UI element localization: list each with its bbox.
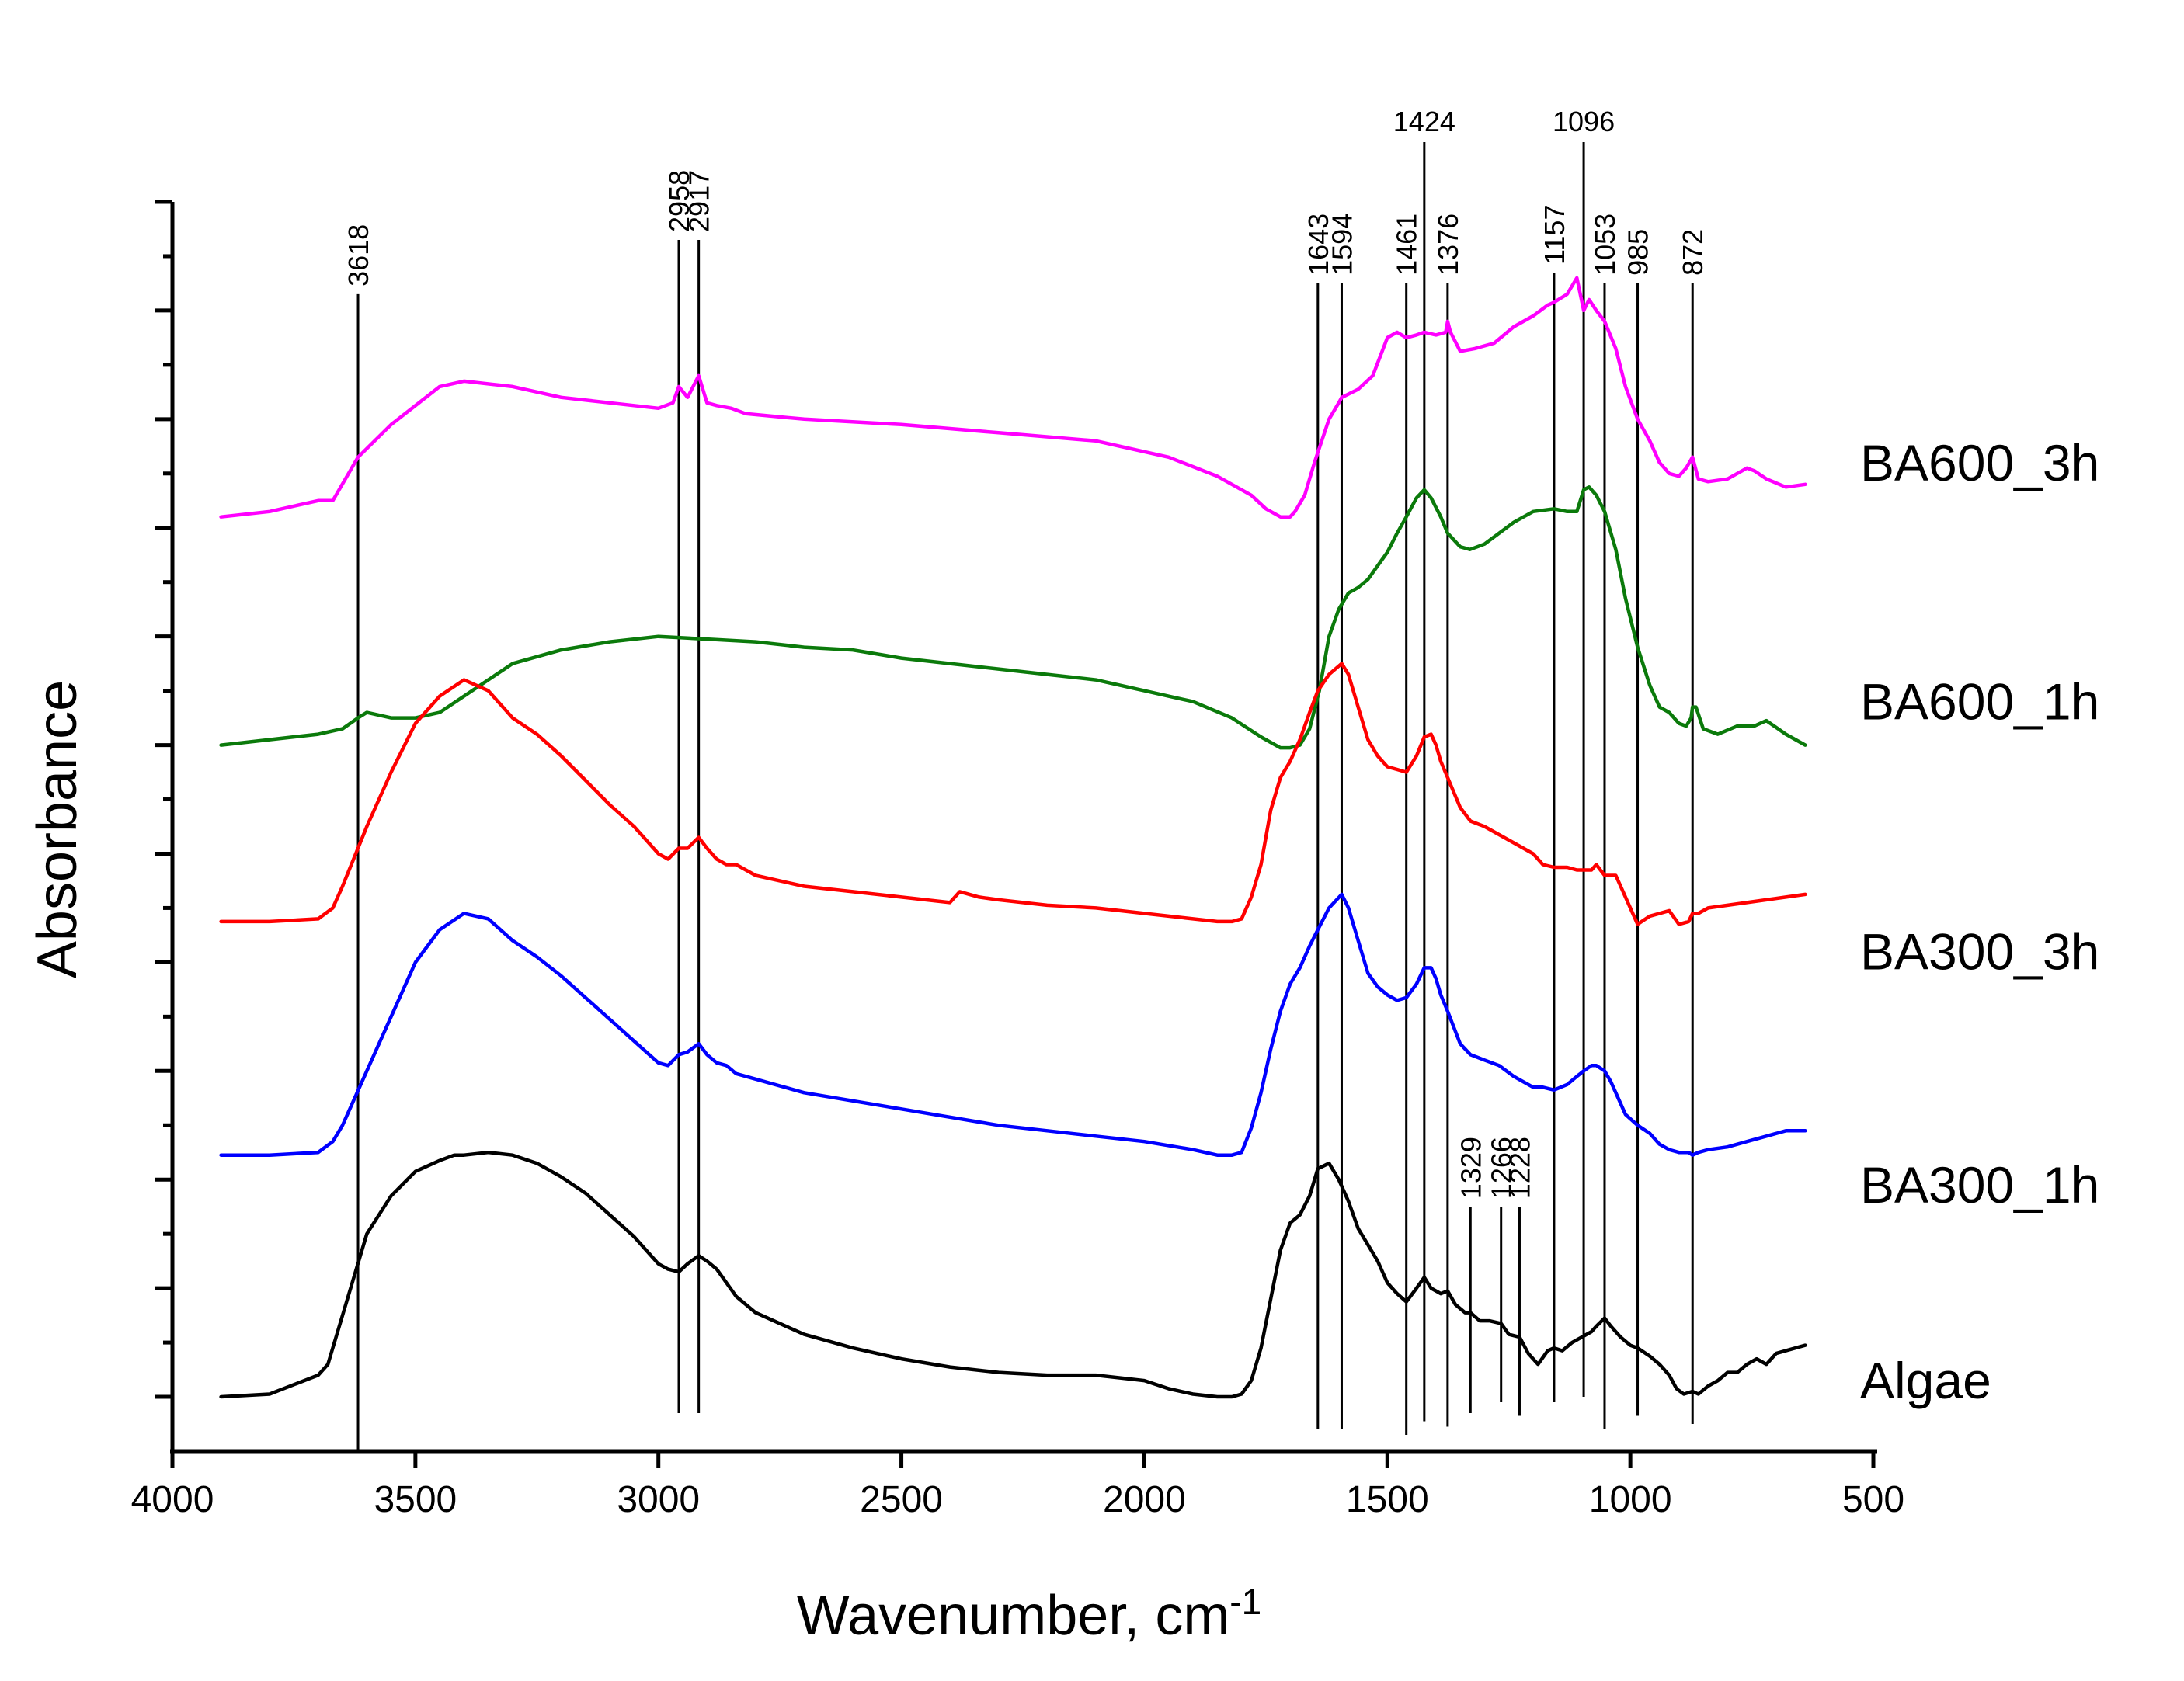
peak-label-3618: 3618: [343, 224, 374, 287]
peak-label-1424: 1424: [1393, 106, 1455, 137]
axes: [170, 202, 1877, 1454]
x-tick-label: 2000: [1103, 1479, 1186, 1520]
peak-label-1157: 1157: [1539, 205, 1570, 265]
y-axis-title: Absorbance: [26, 680, 89, 978]
x-tick-label: 4000: [131, 1479, 214, 1520]
series-label-BA600_3h: BA600_3h: [1860, 434, 2099, 491]
x-axis-title-superscript: -1: [1229, 1582, 1261, 1622]
peak-label-1461: 1461: [1391, 214, 1423, 276]
series-lines: [219, 276, 1807, 1399]
series-line-BA600_3h: [219, 276, 1807, 519]
axis-titles: Wavenumber, cm-1 Absorbance: [26, 680, 1261, 1647]
series-label-BA300_3h: BA300_3h: [1860, 922, 2099, 980]
y-ticks: [155, 200, 172, 1399]
series-label-Algae: Algae: [1860, 1352, 1991, 1409]
x-tick-label: 3500: [374, 1479, 457, 1520]
peak-label-985: 985: [1622, 229, 1654, 276]
series-line-BA300_3h: [219, 662, 1807, 926]
series-labels: BA600_3h BA600_1h BA300_3h BA300_1h Algae: [1860, 434, 2099, 1409]
peak-label-1266: 1266: [1486, 1137, 1518, 1199]
x-axis-title: Wavenumber, cm-1: [797, 1582, 1261, 1647]
series-line-BA300_1h: [219, 892, 1807, 1157]
peak-label-1096: 1096: [1553, 106, 1615, 137]
x-tick-label: 500: [1842, 1479, 1904, 1520]
x-tick-label: 1000: [1589, 1479, 1672, 1520]
x-ticks: 4000 3500 3000 2500 2000 1500 1000 500: [131, 1451, 1904, 1520]
peak-label-1329: 1329: [1455, 1137, 1487, 1199]
peak-label-1594: 1594: [1326, 214, 1358, 276]
series-label-BA300_1h: BA300_1h: [1860, 1156, 2099, 1214]
peak-label-1376: 1376: [1432, 214, 1464, 276]
series-label-BA600_1h: BA600_1h: [1860, 673, 2099, 731]
series-line-BA600_1h: [219, 485, 1807, 750]
series-line-Algae: [219, 1150, 1807, 1399]
peak-label-1053: 1053: [1589, 214, 1621, 276]
peak-label-2958: 2958: [663, 170, 695, 232]
peak-label-872: 872: [1677, 229, 1709, 276]
x-tick-label: 1500: [1346, 1479, 1429, 1520]
x-tick-label: 3000: [617, 1479, 700, 1520]
peak-label-2917: 2917: [683, 170, 715, 232]
peak-label-1643: 1643: [1302, 214, 1334, 276]
peak-label-1228: 1228: [1504, 1137, 1535, 1199]
x-tick-label: 2500: [860, 1479, 943, 1520]
